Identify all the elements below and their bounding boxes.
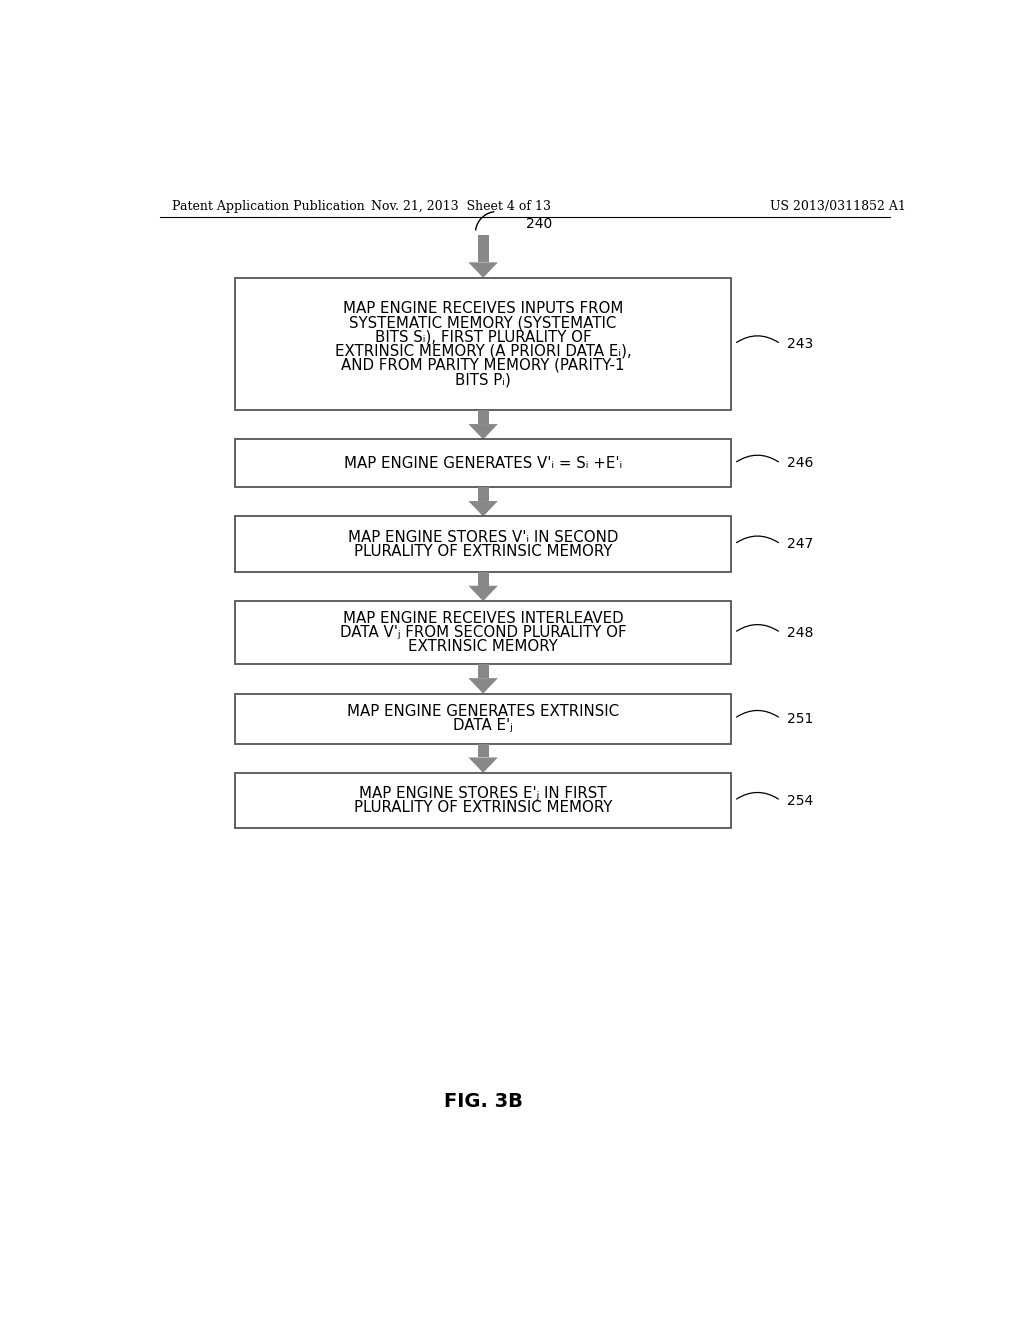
Text: MAP ENGINE GENERATES EXTRINSIC: MAP ENGINE GENERATES EXTRINSIC: [347, 704, 620, 719]
Polygon shape: [468, 502, 498, 516]
Text: BITS Pᵢ): BITS Pᵢ): [456, 372, 511, 387]
Bar: [478, 572, 488, 586]
Text: MAP ENGINE RECEIVES INTERLEAVED: MAP ENGINE RECEIVES INTERLEAVED: [343, 611, 624, 626]
Bar: [478, 235, 488, 263]
Text: EXTRINSIC MEMORY: EXTRINSIC MEMORY: [409, 639, 558, 655]
Text: 246: 246: [786, 457, 813, 470]
Polygon shape: [468, 678, 498, 693]
Bar: [478, 411, 488, 424]
Text: MAP ENGINE RECEIVES INPUTS FROM: MAP ENGINE RECEIVES INPUTS FROM: [343, 301, 624, 315]
Text: MAP ENGINE STORES V'ᵢ IN SECOND: MAP ENGINE STORES V'ᵢ IN SECOND: [348, 529, 618, 545]
Text: 247: 247: [786, 537, 813, 552]
Text: US 2013/0311852 A1: US 2013/0311852 A1: [770, 199, 906, 213]
Bar: [478, 743, 488, 758]
Text: DATA V'ⱼ FROM SECOND PLURALITY OF: DATA V'ⱼ FROM SECOND PLURALITY OF: [340, 626, 627, 640]
Polygon shape: [468, 263, 498, 277]
Text: Nov. 21, 2013  Sheet 4 of 13: Nov. 21, 2013 Sheet 4 of 13: [372, 199, 551, 213]
Text: 251: 251: [786, 711, 813, 726]
Bar: [478, 664, 488, 678]
Bar: [236, 693, 731, 743]
Text: FIG. 3B: FIG. 3B: [443, 1092, 522, 1111]
Text: 254: 254: [786, 793, 813, 808]
Polygon shape: [468, 586, 498, 601]
Polygon shape: [468, 758, 498, 774]
Text: MAP ENGINE GENERATES V'ᵢ = Sᵢ +E'ᵢ: MAP ENGINE GENERATES V'ᵢ = Sᵢ +E'ᵢ: [344, 455, 623, 471]
Text: AND FROM PARITY MEMORY (PARITY-1: AND FROM PARITY MEMORY (PARITY-1: [341, 358, 625, 372]
Text: PLURALITY OF EXTRINSIC MEMORY: PLURALITY OF EXTRINSIC MEMORY: [354, 800, 612, 816]
Text: DATA E'ⱼ: DATA E'ⱼ: [454, 718, 513, 733]
Bar: [236, 440, 731, 487]
Text: Patent Application Publication: Patent Application Publication: [172, 199, 365, 213]
Text: 243: 243: [786, 337, 813, 351]
Text: 248: 248: [786, 626, 813, 640]
Text: 240: 240: [525, 216, 552, 231]
Bar: [236, 601, 731, 664]
Bar: [236, 277, 731, 411]
Text: BITS Sᵢ), FIRST PLURALITY OF: BITS Sᵢ), FIRST PLURALITY OF: [375, 330, 592, 345]
Text: PLURALITY OF EXTRINSIC MEMORY: PLURALITY OF EXTRINSIC MEMORY: [354, 544, 612, 558]
Text: MAP ENGINE STORES E'ⱼ IN FIRST: MAP ENGINE STORES E'ⱼ IN FIRST: [359, 785, 607, 801]
Text: SYSTEMATIC MEMORY (SYSTEMATIC: SYSTEMATIC MEMORY (SYSTEMATIC: [349, 315, 616, 330]
Bar: [236, 774, 731, 829]
Bar: [236, 516, 731, 572]
Polygon shape: [468, 424, 498, 440]
Text: EXTRINSIC MEMORY (A PRIORI DATA Eᵢ),: EXTRINSIC MEMORY (A PRIORI DATA Eᵢ),: [335, 343, 632, 359]
Bar: [478, 487, 488, 502]
